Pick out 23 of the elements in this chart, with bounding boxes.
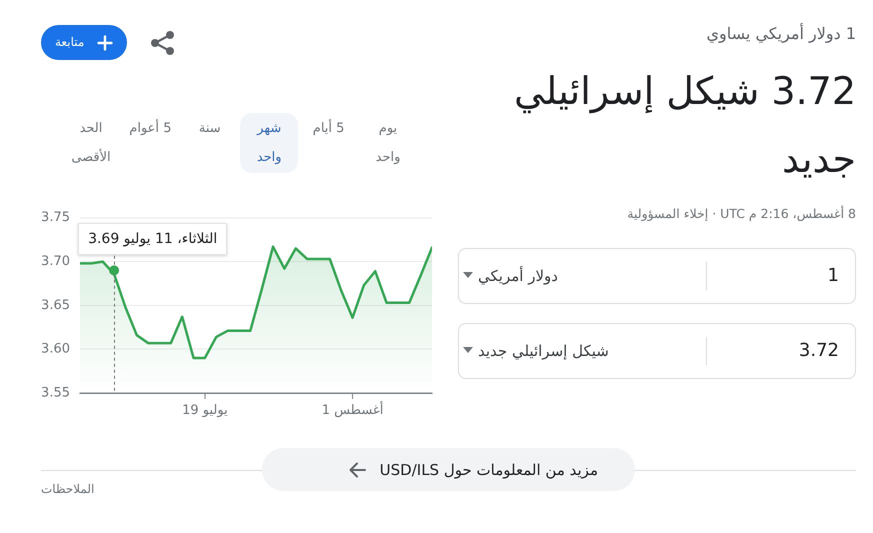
text: 3.72 xyxy=(798,339,839,363)
y-tick-label: 3.65 xyxy=(41,298,70,313)
text: يوم واحد xyxy=(374,120,402,167)
text: 3.72 شيكل إسرائيلي جديد xyxy=(512,68,856,183)
x-tick-label: 19 يوليو xyxy=(182,403,228,418)
text: الملاحظات xyxy=(41,481,94,498)
text: متابعة xyxy=(55,34,84,51)
text: 5 أيام xyxy=(312,118,346,138)
text: دولار أمريكي xyxy=(478,265,558,287)
text: مزيد من المعلومات حول USD/ILS xyxy=(380,460,598,481)
text: 1 دولار أمريكي يساوي xyxy=(706,24,856,43)
text: 5 أعوام xyxy=(128,118,172,138)
y-tick-label: 3.55 xyxy=(41,385,70,400)
text: سنة xyxy=(198,120,222,138)
y-tick-label: 3.70 xyxy=(41,254,70,269)
x-tick-label: 1 أغسطس xyxy=(322,401,384,418)
y-tick-label: 3.60 xyxy=(41,342,70,357)
text: شيكل إسرائيلي جديد xyxy=(478,341,609,362)
annotation: الثلاثاء، 11 يوليو 3.69 xyxy=(88,230,218,249)
text: 8 أغسطس، 2:16 م UTC · إخلاء المسؤولية xyxy=(627,206,856,221)
text: الحد الأقصى xyxy=(70,120,112,167)
y-tick-label: 3.75 xyxy=(41,210,70,226)
text: 1 xyxy=(828,264,839,288)
